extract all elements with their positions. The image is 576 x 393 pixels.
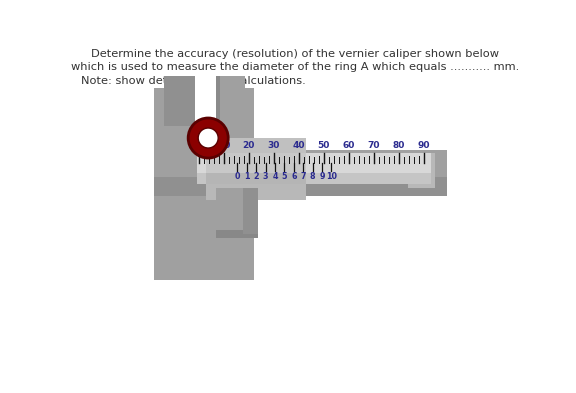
Text: 60: 60 <box>343 141 355 151</box>
Text: 3: 3 <box>263 172 268 181</box>
Text: 50: 50 <box>318 141 330 151</box>
FancyBboxPatch shape <box>154 150 447 176</box>
FancyBboxPatch shape <box>196 153 431 184</box>
FancyBboxPatch shape <box>206 138 306 200</box>
Text: 2: 2 <box>253 172 259 181</box>
FancyBboxPatch shape <box>196 153 431 173</box>
FancyBboxPatch shape <box>154 150 447 196</box>
Text: Determine the accuracy (resolution) of the vernier caliper shown below: Determine the accuracy (resolution) of t… <box>91 50 499 59</box>
FancyBboxPatch shape <box>154 88 255 281</box>
Text: 40: 40 <box>293 141 305 151</box>
Text: 0: 0 <box>234 172 240 181</box>
Text: 4: 4 <box>272 172 278 181</box>
Text: 70: 70 <box>367 141 380 151</box>
Text: 6: 6 <box>291 172 297 181</box>
Text: 7: 7 <box>301 172 306 181</box>
Text: 90: 90 <box>418 141 430 151</box>
FancyBboxPatch shape <box>216 230 258 238</box>
FancyBboxPatch shape <box>216 76 245 127</box>
Text: 20: 20 <box>242 141 255 151</box>
Text: 10: 10 <box>326 172 337 181</box>
Text: 30: 30 <box>268 141 280 151</box>
Text: Note: show details of your calculations.: Note: show details of your calculations. <box>81 76 306 86</box>
FancyBboxPatch shape <box>191 76 195 127</box>
Text: A: A <box>204 133 213 143</box>
Text: 10: 10 <box>218 141 230 151</box>
Text: 9: 9 <box>319 172 325 181</box>
Text: 5: 5 <box>282 172 287 181</box>
FancyBboxPatch shape <box>408 153 435 188</box>
FancyBboxPatch shape <box>194 76 216 123</box>
Text: 0: 0 <box>196 141 202 151</box>
Circle shape <box>188 118 228 158</box>
Text: 8: 8 <box>310 172 316 181</box>
FancyBboxPatch shape <box>243 188 258 234</box>
FancyBboxPatch shape <box>216 188 258 234</box>
FancyBboxPatch shape <box>216 76 219 127</box>
FancyBboxPatch shape <box>206 153 306 184</box>
Text: 80: 80 <box>393 141 405 151</box>
FancyBboxPatch shape <box>164 76 194 127</box>
Text: 1: 1 <box>244 172 249 181</box>
FancyBboxPatch shape <box>206 138 306 153</box>
FancyBboxPatch shape <box>206 153 306 173</box>
Circle shape <box>198 128 218 148</box>
Text: which is used to measure the diameter of the ring A which equals ........... mm.: which is used to measure the diameter of… <box>71 62 520 72</box>
